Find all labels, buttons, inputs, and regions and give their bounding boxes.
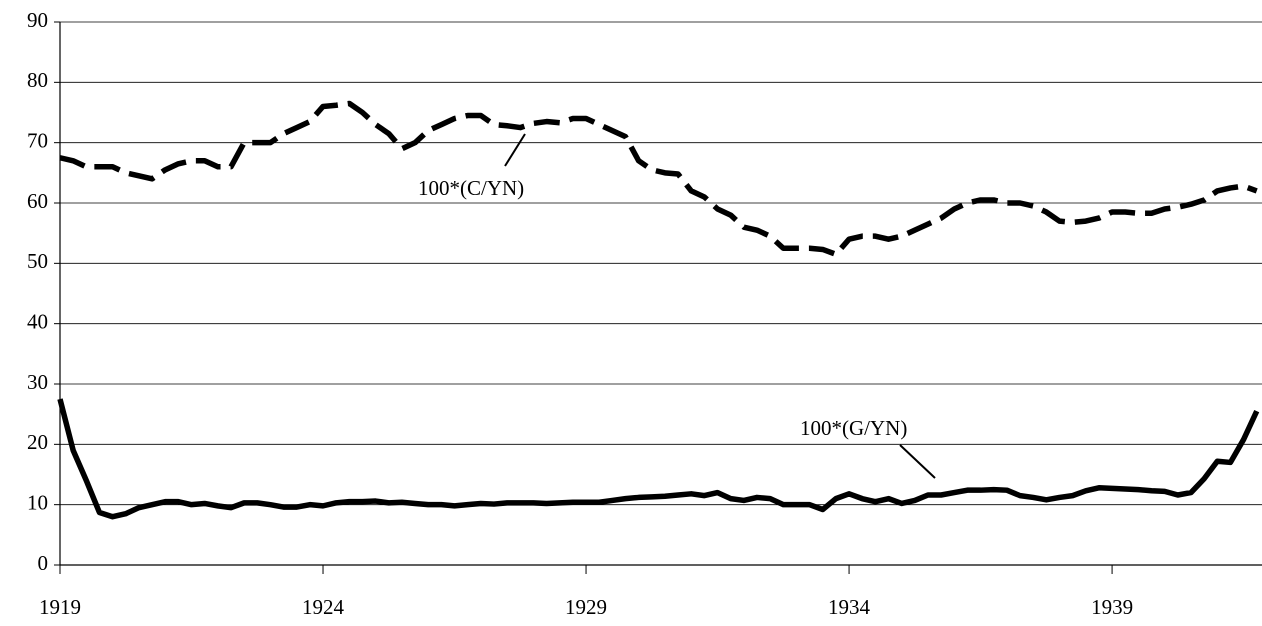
x-tick-label: 1919 [39, 595, 81, 619]
y-tick-label: 0 [38, 551, 49, 575]
y-tick-label: 50 [27, 249, 48, 273]
series-line [59, 100, 1258, 258]
y-tick-label: 40 [27, 309, 48, 333]
series-label: 100*(C/YN) [418, 176, 524, 200]
x-tick-label: 1939 [1091, 595, 1133, 619]
x-tick-label: 1929 [565, 595, 607, 619]
leader-line [899, 444, 936, 479]
x-tick-label: 1924 [302, 595, 345, 619]
series-line [57, 398, 1260, 520]
y-tick-label: 70 [27, 128, 48, 152]
y-tick-label: 80 [27, 68, 48, 92]
y-tick-label: 90 [27, 8, 48, 32]
y-tick-label: 60 [27, 189, 48, 213]
leader-line [504, 133, 526, 167]
x-tick-label: 1934 [828, 595, 871, 619]
series-label: 100*(G/YN) [800, 416, 907, 440]
y-tick-label: 30 [27, 370, 48, 394]
y-tick-label: 10 [27, 490, 48, 514]
y-tick-label: 20 [27, 430, 48, 454]
